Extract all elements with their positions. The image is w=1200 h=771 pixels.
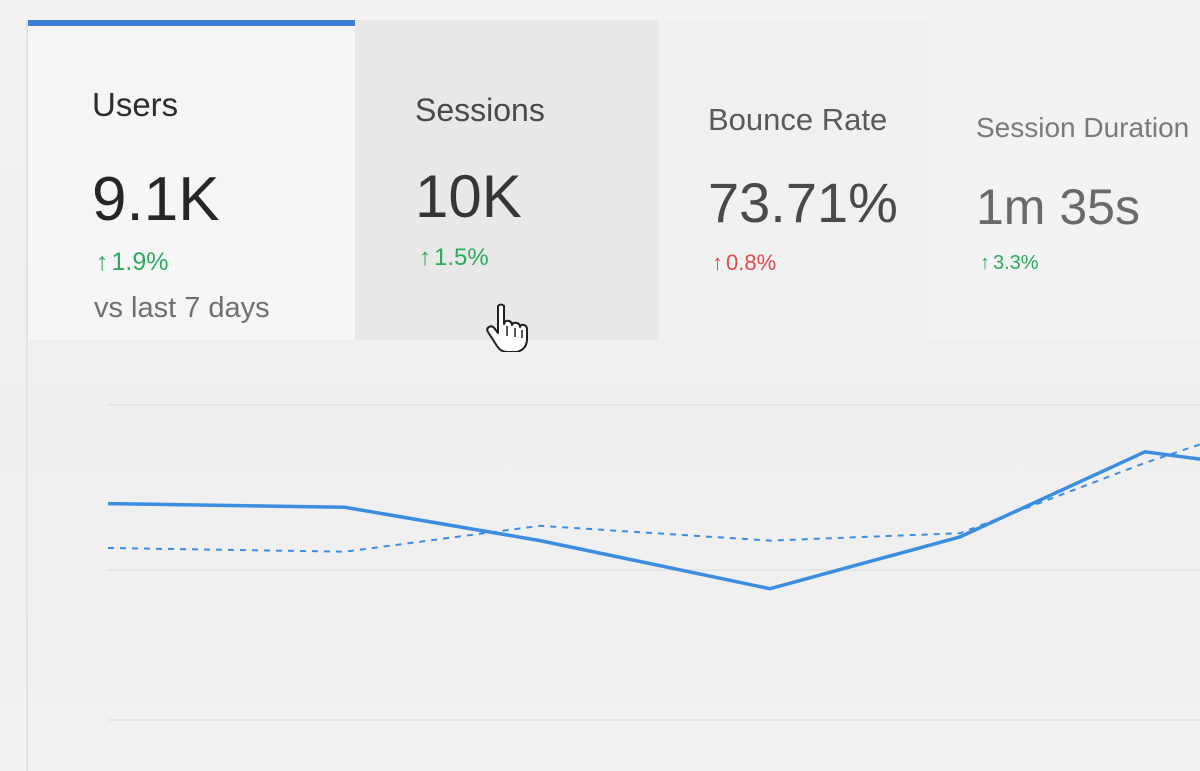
arrow-up-icon: ↑	[96, 248, 109, 276]
bounce-rate-change-value: 0.8%	[726, 250, 777, 275]
arrow-up-icon: ↑	[980, 252, 990, 274]
session-duration-change: ↑ 3.3%	[980, 252, 1039, 275]
session-duration-label: Session Duration	[976, 112, 1190, 143]
current-series-line	[107, 450, 1200, 591]
users-label: Users	[92, 86, 179, 123]
arrow-up-icon: ↑	[712, 250, 723, 275]
comparison-period: vs last 7 days	[94, 292, 270, 324]
bounce-rate-label: Bounce Rate	[708, 102, 888, 137]
panel-border	[26, 20, 28, 771]
sessions-change: ↑ 1.5%	[419, 244, 489, 272]
session-duration-change-value: 3.3%	[993, 252, 1039, 274]
chart-grid	[108, 404, 1200, 721]
arrow-up-icon: ↑	[419, 244, 431, 271]
sessions-label: Sessions	[415, 92, 545, 128]
bounce-rate-change: ↑ 0.8%	[712, 250, 776, 276]
metric-tab-users[interactable]: Users 9.1K ↑ 1.9% vs last 7 days	[28, 20, 355, 340]
metric-tab-bounce-rate[interactable]: Bounce Rate 73.71% ↑ 0.8%	[658, 20, 930, 340]
sessions-value: 10K	[415, 163, 522, 230]
metric-tab-sessions[interactable]: Sessions 10K ↑ 1.5%	[355, 20, 658, 340]
hand-pointer-icon	[486, 303, 528, 352]
users-change-value: 1.9%	[111, 248, 169, 276]
comparison-series-line	[107, 443, 1200, 553]
bounce-rate-value: 73.71%	[708, 171, 898, 234]
metric-tab-session-duration[interactable]: Session Duration 1m 35s ↑ 3.3%	[930, 20, 1200, 340]
chart-series	[107, 443, 1200, 591]
users-value: 9.1K	[92, 165, 220, 234]
users-change: ↑ 1.9%	[96, 248, 168, 277]
sessions-change-value: 1.5%	[434, 244, 489, 271]
session-duration-value: 1m 35s	[976, 179, 1140, 235]
